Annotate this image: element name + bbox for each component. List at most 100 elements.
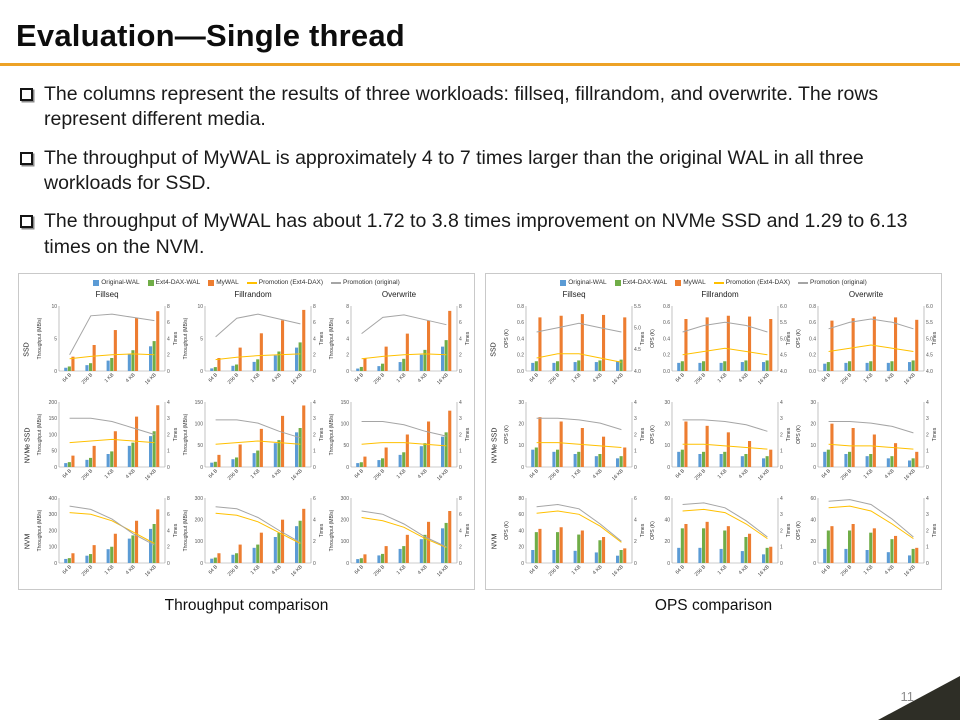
- svg-text:Times: Times: [173, 331, 179, 345]
- svg-text:16 KB: 16 KB: [757, 468, 771, 482]
- svg-text:60: 60: [664, 496, 670, 502]
- legend-item: MyWAL: [675, 279, 706, 286]
- chart-cell: 0 20 40 60 80 0 2 4 6 64 B 256 B 1 KB 4 KB 16 KB OPS (…: [501, 493, 647, 589]
- svg-text:Times: Times: [932, 427, 938, 441]
- legend-label: Original-WAL: [101, 279, 140, 287]
- mini-chart-ops-nvm-fillseq: 0 20 40 60 80 0 2 4 6 64 B 256 B 1 KB 4 KB 16 KB OPS (…: [504, 496, 646, 578]
- mini-chart-throughput-nvm-fillrandom: 0 100 200 300 0 2 4 6 64 B 256 B 1 KB 4 KB 16 KB Thro…: [183, 496, 325, 578]
- svg-text:Times: Times: [173, 523, 179, 537]
- legend-swatch-icon: [713, 281, 724, 284]
- svg-text:0.4: 0.4: [809, 336, 816, 342]
- row-label: SSD: [491, 341, 498, 357]
- svg-text:400: 400: [49, 496, 58, 502]
- svg-text:100: 100: [341, 539, 350, 545]
- svg-text:1 KB: 1 KB: [250, 564, 262, 576]
- svg-text:1 KB: 1 KB: [396, 372, 408, 384]
- legend-swatch-icon: [246, 281, 257, 284]
- ops-panel: Original-WAL Ext4-DAX-WAL MyWAL Promotion (…: [485, 273, 942, 591]
- bullet-item: The throughput of MyWAL has about 1.72 t…: [20, 209, 934, 260]
- svg-text:20: 20: [810, 539, 816, 545]
- svg-text:16 KB: 16 KB: [290, 468, 304, 482]
- svg-text:0: 0: [200, 561, 203, 567]
- svg-text:1 KB: 1 KB: [863, 372, 875, 384]
- svg-text:OPS (K): OPS (K): [796, 521, 802, 540]
- svg-text:0: 0: [313, 369, 316, 375]
- svg-text:1 KB: 1 KB: [863, 468, 875, 480]
- figures-area: Original-WAL Ext4-DAX-WAL MyWAL Promotion (…: [0, 273, 960, 615]
- svg-text:Times: Times: [319, 331, 325, 345]
- svg-text:4: 4: [346, 336, 349, 342]
- svg-text:30: 30: [518, 400, 524, 406]
- row-label: NVM: [24, 533, 31, 549]
- mini-chart-ops-ssd-overwrite: 0.0 0.2 0.4 0.6 0.8 4.0 4.5 5.0 5.5 6.0 64 B 256 B 1…: [796, 304, 938, 386]
- square-bullet-icon: [20, 88, 33, 101]
- svg-text:20: 20: [518, 545, 524, 551]
- svg-text:20: 20: [518, 422, 524, 428]
- svg-text:16 KB: 16 KB: [757, 372, 771, 386]
- svg-text:256 B: 256 B: [840, 564, 854, 578]
- svg-text:64 B: 64 B: [528, 564, 540, 576]
- chart-legend: Original-WAL Ext4-DAX-WAL MyWAL Promotion (…: [21, 276, 472, 289]
- legend-swatch-icon: [560, 279, 567, 286]
- svg-text:256 B: 256 B: [694, 372, 708, 386]
- svg-text:4: 4: [459, 400, 462, 406]
- svg-text:0: 0: [200, 465, 203, 471]
- row-label: NVMe SSD: [24, 427, 32, 463]
- svg-text:100: 100: [195, 422, 204, 428]
- svg-text:40: 40: [810, 518, 816, 524]
- svg-text:1 KB: 1 KB: [250, 372, 262, 384]
- svg-text:OPS (K): OPS (K): [650, 329, 656, 348]
- svg-text:30: 30: [664, 400, 670, 406]
- svg-text:2: 2: [167, 353, 170, 359]
- svg-text:5.0: 5.0: [634, 326, 641, 332]
- svg-text:0: 0: [54, 369, 57, 375]
- svg-text:4.0: 4.0: [634, 369, 641, 375]
- svg-text:0.4: 0.4: [663, 336, 670, 342]
- legend-swatch-icon: [208, 279, 215, 286]
- svg-text:2: 2: [313, 539, 316, 545]
- svg-text:3: 3: [634, 416, 637, 422]
- svg-text:256 B: 256 B: [840, 468, 854, 482]
- chart-cell: 0 10 20 30 0 1 2 3 4 64 B 256 B 1 KB 4 KB 16 KB OPS (K…: [793, 397, 939, 493]
- legend-label: MyWAL: [216, 279, 239, 287]
- chart-cell: 0 20 40 60 0 1 2 3 4 64 B 256 B 1 KB 4 KB 16 KB OPS (K…: [647, 493, 793, 589]
- svg-text:10: 10: [51, 304, 57, 310]
- svg-text:0.4: 0.4: [517, 336, 524, 342]
- svg-text:40: 40: [664, 518, 670, 524]
- chart-cell: 0 20 40 60 0 1 2 3 4 64 B 256 B 1 KB 4 KB 16 KB OPS (K…: [793, 493, 939, 589]
- svg-text:10: 10: [664, 443, 670, 449]
- svg-text:2: 2: [926, 528, 929, 534]
- mini-chart-throughput-ssd-fillseq: 0 5 10 0 2 4 6 8 64 B 256 B 1 KB 4 KB 16 KB Throughpu…: [37, 304, 179, 386]
- title-underline: [0, 63, 960, 66]
- svg-text:16 KB: 16 KB: [903, 468, 917, 482]
- row-label: SSD: [24, 341, 31, 357]
- svg-text:8: 8: [313, 304, 316, 310]
- svg-text:2: 2: [167, 432, 170, 438]
- svg-text:16 KB: 16 KB: [903, 564, 917, 578]
- throughput-panel: Original-WAL Ext4-DAX-WAL MyWAL Promotion (…: [18, 273, 475, 591]
- ops-figure: Original-WAL Ext4-DAX-WAL MyWAL Promotion (…: [485, 273, 942, 615]
- svg-text:4 KB: 4 KB: [271, 564, 283, 576]
- svg-text:1 KB: 1 KB: [250, 468, 262, 480]
- svg-text:64 B: 64 B: [674, 468, 686, 480]
- svg-text:Times: Times: [786, 331, 792, 345]
- svg-text:4: 4: [167, 336, 170, 342]
- svg-text:4: 4: [313, 400, 316, 406]
- svg-text:300: 300: [195, 496, 204, 502]
- svg-text:4 KB: 4 KB: [592, 372, 604, 384]
- svg-text:256 B: 256 B: [548, 468, 562, 482]
- svg-text:16 KB: 16 KB: [611, 468, 625, 482]
- svg-text:0: 0: [346, 561, 349, 567]
- svg-text:0.8: 0.8: [517, 304, 524, 310]
- svg-text:Throughput (MB/s): Throughput (MB/s): [329, 317, 335, 359]
- svg-text:256 B: 256 B: [227, 564, 241, 578]
- svg-text:20: 20: [664, 422, 670, 428]
- chart-cell: 0.0 0.2 0.4 0.6 0.8 4.0 4.5 5.0 5.5 6.0 64 B 256 B 1…: [793, 301, 939, 397]
- svg-text:4 KB: 4 KB: [738, 372, 750, 384]
- svg-text:6.0: 6.0: [926, 304, 933, 310]
- svg-text:4.5: 4.5: [780, 353, 787, 359]
- svg-text:0.6: 0.6: [517, 320, 524, 326]
- svg-text:2: 2: [780, 528, 783, 534]
- chart-cell: 0 10 20 30 0 1 2 3 4 64 B 256 B 1 KB 4 KB 16 KB OPS (K…: [501, 397, 647, 493]
